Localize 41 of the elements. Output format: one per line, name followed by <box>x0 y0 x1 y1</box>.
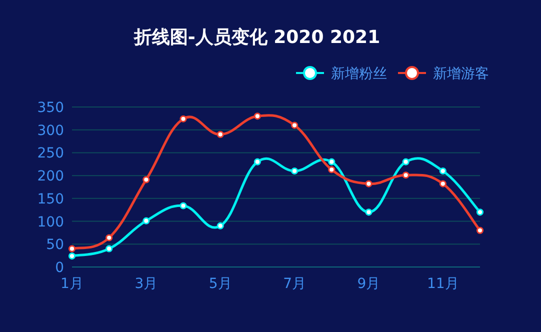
point <box>439 167 446 175</box>
point <box>68 252 76 260</box>
y-tick-label: 100 <box>37 214 64 230</box>
legend-label: 新增游客 <box>433 66 489 82</box>
y-tick-label: 200 <box>37 168 64 185</box>
point <box>328 158 336 166</box>
y-tick-label: 0 <box>55 260 64 276</box>
x-tick-label: 5月 <box>208 276 232 292</box>
point <box>106 234 113 242</box>
point <box>365 180 372 188</box>
point <box>142 176 150 184</box>
title: 折线图-人员变化 2020 2021 <box>134 27 380 48</box>
point <box>142 217 150 224</box>
point <box>254 158 262 166</box>
legend-label: 新增粉丝 <box>331 66 387 82</box>
point <box>365 208 372 216</box>
y-tick-label: 300 <box>37 122 64 139</box>
y-tick-label: 350 <box>37 100 64 116</box>
x-tick-label: 3月 <box>134 276 158 292</box>
point <box>402 158 410 166</box>
point <box>254 112 262 120</box>
x-tick-label: 11月 <box>426 276 459 292</box>
point <box>290 167 298 175</box>
x-tick-label: 9月 <box>357 276 380 292</box>
point <box>106 245 113 252</box>
point <box>180 202 187 210</box>
point <box>216 130 224 138</box>
point <box>476 226 484 234</box>
y-tick-label: 150 <box>37 191 64 208</box>
point <box>328 166 336 174</box>
point <box>402 172 410 179</box>
point <box>290 122 298 129</box>
x-tick-label: 7月 <box>283 276 306 292</box>
point <box>439 180 446 188</box>
point <box>476 208 484 216</box>
point <box>180 115 187 122</box>
point <box>216 222 224 230</box>
y-tick-label: 250 <box>37 146 64 162</box>
x-tick-label: 1月 <box>60 276 84 292</box>
point <box>68 245 76 252</box>
y-tick-label: 50 <box>46 237 64 254</box>
